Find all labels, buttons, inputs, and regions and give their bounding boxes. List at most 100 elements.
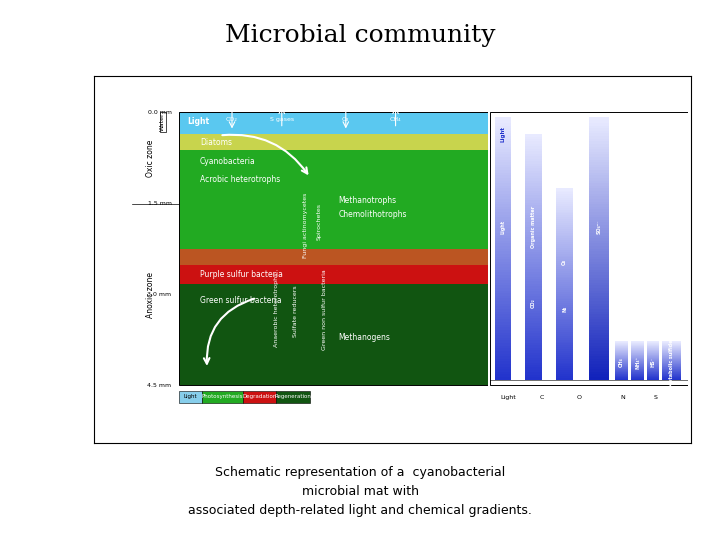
Bar: [557, 362, 573, 365]
Bar: [662, 357, 681, 358]
Bar: [557, 213, 573, 215]
Bar: [647, 342, 659, 343]
Bar: [557, 246, 573, 248]
Bar: [557, 223, 573, 225]
Bar: [589, 327, 608, 330]
Bar: [631, 343, 644, 344]
Text: Fungi actinomycetes: Fungi actinomycetes: [303, 193, 308, 258]
Bar: [495, 335, 511, 338]
Bar: [557, 316, 573, 319]
Bar: [662, 360, 681, 361]
Bar: [525, 158, 541, 161]
Bar: [589, 309, 608, 312]
Bar: [557, 339, 573, 341]
Bar: [495, 306, 511, 309]
Bar: [589, 361, 608, 364]
Bar: [525, 321, 541, 323]
Bar: [557, 351, 573, 353]
Bar: [495, 204, 511, 207]
Text: Metabolic sulfides: Metabolic sulfides: [669, 337, 674, 387]
Bar: [525, 360, 541, 362]
Bar: [525, 188, 541, 191]
Bar: [647, 345, 659, 346]
Bar: [615, 348, 629, 349]
Bar: [557, 318, 573, 321]
Bar: [557, 259, 573, 261]
Bar: [525, 342, 541, 346]
Bar: [647, 363, 659, 364]
Bar: [525, 205, 541, 208]
Bar: [495, 272, 511, 275]
Bar: [662, 369, 681, 370]
Bar: [662, 354, 681, 355]
Bar: [557, 210, 573, 212]
Bar: [557, 362, 573, 365]
Bar: [647, 360, 659, 361]
Bar: [495, 312, 511, 314]
Bar: [495, 303, 511, 306]
Bar: [525, 185, 541, 188]
Bar: [615, 379, 629, 380]
Bar: [495, 246, 511, 249]
Bar: [557, 261, 573, 263]
Bar: [557, 288, 573, 290]
Bar: [557, 192, 573, 194]
Bar: [589, 340, 608, 343]
Bar: [525, 202, 541, 205]
Bar: [525, 299, 541, 301]
Bar: [589, 136, 608, 139]
Text: 3.0 mm: 3.0 mm: [148, 292, 171, 297]
Bar: [525, 148, 541, 151]
Bar: [557, 227, 573, 229]
Bar: [662, 353, 681, 354]
Bar: [525, 323, 541, 326]
Bar: [647, 361, 659, 362]
Bar: [589, 170, 608, 173]
Bar: [589, 131, 608, 133]
Bar: [495, 327, 511, 330]
Bar: [589, 167, 608, 170]
Bar: [525, 303, 541, 306]
Bar: [615, 371, 629, 372]
Bar: [525, 321, 541, 323]
Bar: [589, 214, 608, 217]
Bar: [525, 234, 541, 237]
Bar: [662, 350, 681, 351]
Bar: [647, 377, 659, 378]
Bar: [647, 354, 659, 355]
Bar: [495, 282, 511, 286]
Bar: [631, 348, 644, 349]
Bar: [495, 227, 511, 231]
Bar: [557, 374, 573, 376]
Bar: [525, 153, 541, 156]
Bar: [495, 248, 511, 251]
Bar: [557, 202, 573, 204]
Bar: [557, 351, 573, 353]
Bar: [615, 361, 629, 362]
Bar: [525, 291, 541, 294]
Bar: [631, 360, 644, 361]
Text: Green sulfur bacteria: Green sulfur bacteria: [200, 296, 282, 305]
Bar: [557, 253, 573, 255]
Bar: [615, 375, 629, 376]
Bar: [631, 364, 644, 365]
Bar: [557, 347, 573, 349]
Bar: [525, 166, 541, 168]
Bar: [495, 243, 511, 246]
Bar: [557, 238, 573, 240]
Bar: [495, 186, 511, 188]
Bar: [631, 369, 644, 370]
Bar: [525, 134, 541, 137]
Bar: [647, 371, 659, 372]
Bar: [557, 194, 573, 197]
Bar: [615, 377, 629, 378]
Bar: [589, 314, 608, 317]
Bar: [647, 369, 659, 370]
Bar: [525, 299, 541, 301]
Bar: [589, 312, 608, 314]
Bar: [525, 340, 541, 343]
Bar: [647, 364, 659, 365]
Bar: [525, 222, 541, 225]
Bar: [495, 212, 511, 214]
Bar: [495, 193, 511, 197]
